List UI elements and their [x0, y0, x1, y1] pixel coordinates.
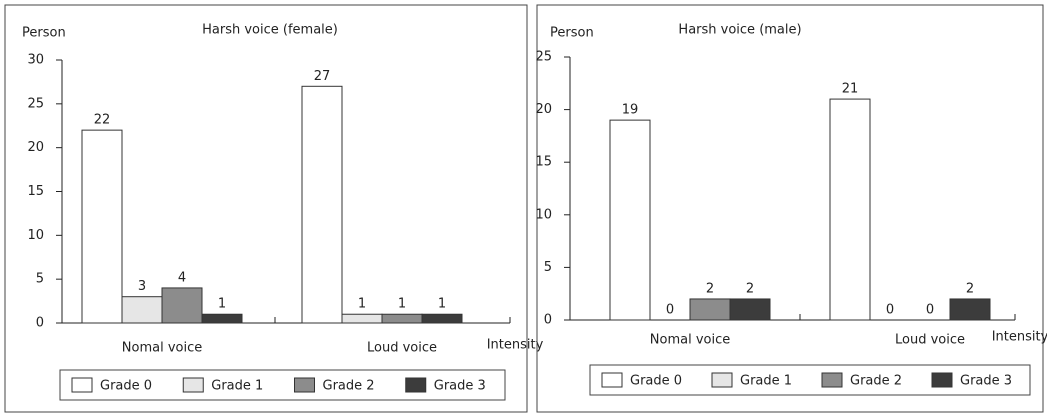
- y-tick-label: 20: [27, 140, 44, 155]
- data-label: 1: [398, 297, 406, 312]
- panel-frame: [4, 4, 528, 413]
- data-label: 2: [966, 281, 974, 296]
- legend-label: Grade 1: [740, 374, 792, 389]
- y-axis-label: Person: [550, 26, 594, 41]
- bar: [381, 313, 423, 324]
- legend-swatch: [71, 377, 93, 393]
- y-tick-label: 15: [27, 184, 44, 199]
- data-label: 1: [358, 297, 366, 312]
- bar: [729, 298, 771, 321]
- data-label: 1: [218, 297, 226, 312]
- legend-swatch: [601, 372, 623, 388]
- bar: [161, 287, 203, 324]
- data-label: 27: [314, 69, 331, 84]
- legend-label: Grade 1: [211, 379, 263, 394]
- y-tick-label: 25: [535, 50, 552, 65]
- legend-label: Grade 3: [434, 379, 486, 394]
- legend-swatch: [931, 372, 953, 388]
- y-tick-label: 0: [544, 313, 552, 328]
- bar: [689, 298, 731, 321]
- bar: [829, 98, 871, 321]
- legend-swatch: [182, 377, 204, 393]
- x-axis-label: Intensity: [487, 338, 544, 353]
- bar: [341, 313, 383, 324]
- y-axis-label: Person: [22, 26, 66, 41]
- legend-label: Grade 2: [323, 379, 375, 394]
- legend-swatch: [821, 372, 843, 388]
- legend-label: Grade 3: [960, 374, 1012, 389]
- legend-label: Grade 0: [630, 374, 682, 389]
- x-tick-label: Nomal voice: [122, 341, 202, 356]
- y-tick-label: 0: [36, 316, 44, 331]
- data-label: 21: [842, 82, 859, 97]
- bar: [949, 298, 991, 321]
- bar: [121, 296, 163, 324]
- x-axis-label: Intensity: [992, 330, 1047, 345]
- y-tick-label: 25: [27, 96, 44, 111]
- data-label: 1: [438, 297, 446, 312]
- data-label: 0: [666, 303, 674, 318]
- legend-frame: [59, 369, 506, 401]
- data-label: 4: [178, 270, 186, 285]
- x-tick-label: Loud voice: [367, 341, 437, 356]
- y-tick-label: 5: [36, 272, 44, 287]
- bar: [201, 313, 243, 324]
- data-label: 19: [622, 103, 639, 118]
- y-tick-label: 5: [544, 260, 552, 275]
- data-label: 2: [746, 281, 754, 296]
- chart-title: Harsh voice (male): [678, 23, 801, 38]
- x-tick-label: Nomal voice: [650, 333, 730, 348]
- x-tick-label: Loud voice: [895, 333, 965, 348]
- y-tick-label: 30: [27, 53, 44, 68]
- data-label: 2: [706, 281, 714, 296]
- y-tick-label: 10: [27, 228, 44, 243]
- bar: [609, 119, 651, 321]
- bar: [421, 313, 463, 324]
- bar: [301, 85, 343, 324]
- legend-swatch: [711, 372, 733, 388]
- legend-frame: [589, 364, 1031, 396]
- panel-frame: [536, 4, 1044, 413]
- legend-swatch: [405, 377, 427, 393]
- bar: [81, 129, 123, 324]
- legend-label: Grade 0: [100, 379, 152, 394]
- data-label: 0: [926, 303, 934, 318]
- legend-label: Grade 2: [850, 374, 902, 389]
- legend-swatch: [294, 377, 315, 393]
- data-label: 3: [138, 279, 146, 294]
- y-tick-label: 20: [535, 102, 552, 117]
- chart-title: Harsh voice (female): [202, 23, 338, 38]
- y-tick-label: 10: [535, 207, 552, 222]
- data-label: 0: [886, 303, 894, 318]
- y-tick-label: 15: [535, 155, 552, 170]
- data-label: 22: [94, 113, 111, 128]
